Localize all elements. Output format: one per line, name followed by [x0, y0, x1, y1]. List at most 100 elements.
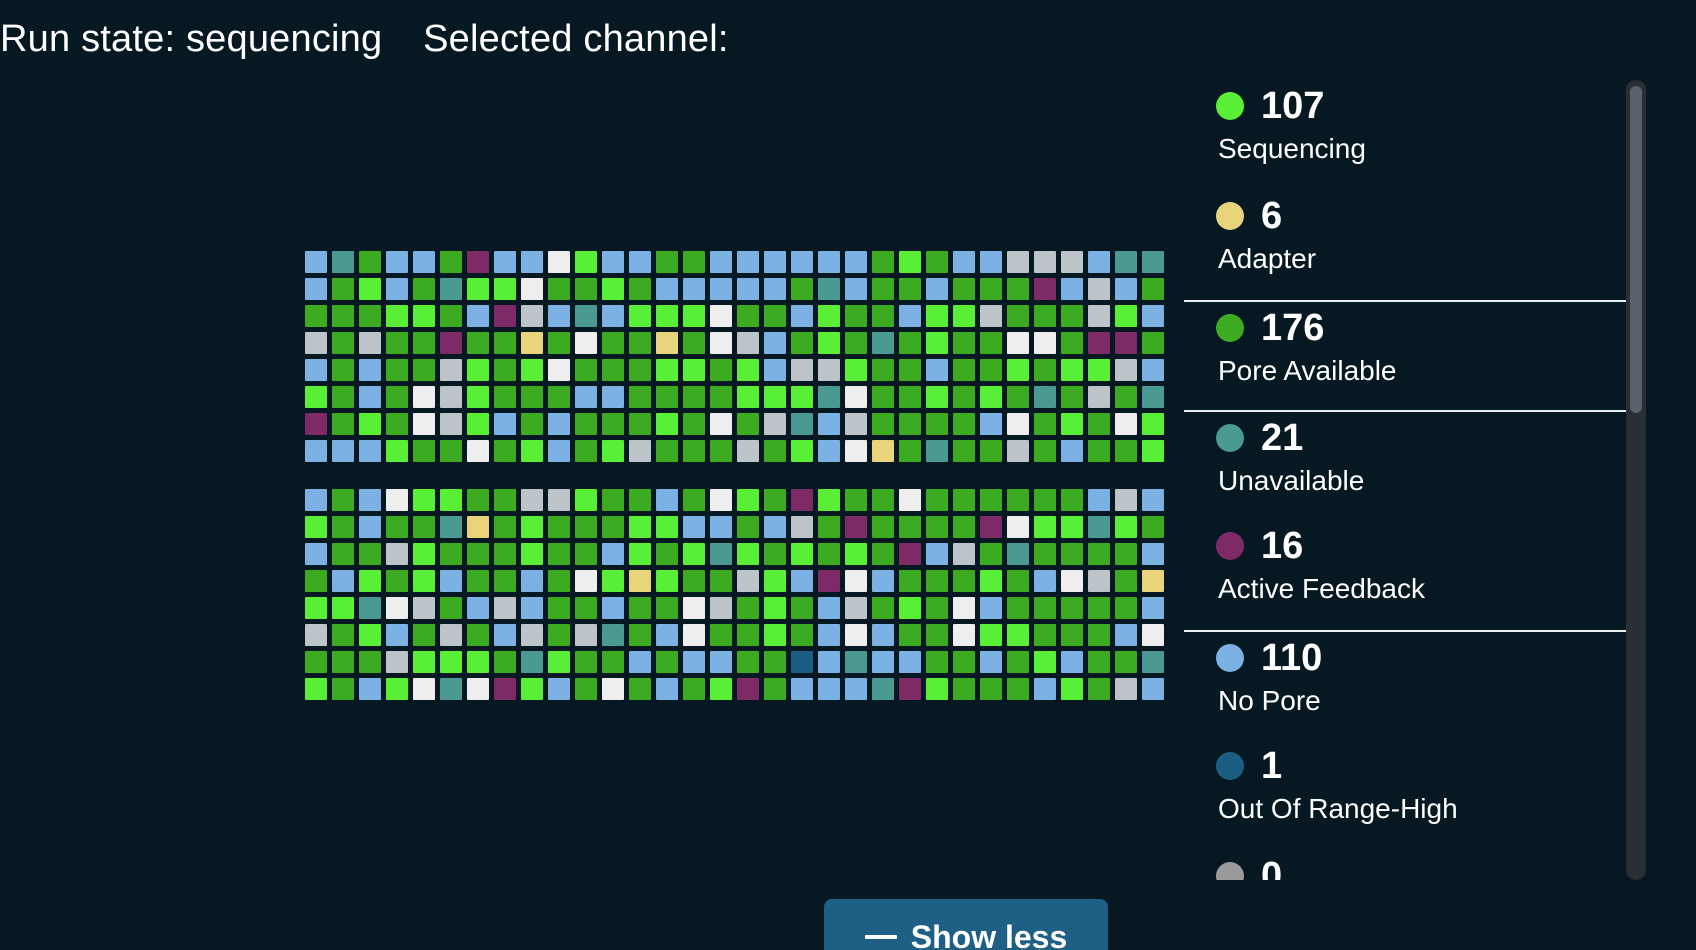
channel-cell[interactable] — [656, 597, 678, 619]
channel-cell[interactable] — [737, 305, 759, 327]
channel-cell[interactable] — [575, 516, 597, 538]
channel-cell[interactable] — [494, 543, 516, 565]
channel-cell[interactable] — [926, 359, 948, 381]
channel-cell[interactable] — [980, 440, 1002, 462]
channel-cell[interactable] — [953, 413, 975, 435]
channel-cell[interactable] — [791, 516, 813, 538]
channel-cell[interactable] — [818, 624, 840, 646]
channel-cell[interactable] — [1115, 413, 1137, 435]
channel-cell[interactable] — [953, 489, 975, 511]
channel-cell[interactable] — [305, 570, 327, 592]
channel-cell[interactable] — [1088, 543, 1110, 565]
channel-cell[interactable] — [575, 413, 597, 435]
channel-cell[interactable] — [683, 570, 705, 592]
channel-cell[interactable] — [440, 386, 462, 408]
channel-cell[interactable] — [899, 597, 921, 619]
channel-cell[interactable] — [683, 413, 705, 435]
channel-cell[interactable] — [494, 678, 516, 700]
channel-cell[interactable] — [467, 332, 489, 354]
channel-cell[interactable] — [737, 440, 759, 462]
channel-cell[interactable] — [764, 440, 786, 462]
channel-cell[interactable] — [737, 516, 759, 538]
channel-cell[interactable] — [980, 332, 1002, 354]
channel-cell[interactable] — [980, 543, 1002, 565]
channel-cell[interactable] — [1142, 489, 1164, 511]
channel-cell[interactable] — [521, 278, 543, 300]
channel-cell[interactable] — [1088, 651, 1110, 673]
channel-cell[interactable] — [791, 278, 813, 300]
channel-cell[interactable] — [1088, 440, 1110, 462]
channel-cell[interactable] — [845, 678, 867, 700]
channel-cell[interactable] — [845, 570, 867, 592]
channel-cell[interactable] — [1142, 570, 1164, 592]
channel-cell[interactable] — [1034, 359, 1056, 381]
channel-cell[interactable] — [818, 489, 840, 511]
channel-cell[interactable] — [575, 359, 597, 381]
channel-cell[interactable] — [791, 597, 813, 619]
channel-cell[interactable] — [818, 597, 840, 619]
channel-cell[interactable] — [764, 359, 786, 381]
channel-cell[interactable] — [926, 386, 948, 408]
channel-cell[interactable] — [629, 359, 651, 381]
channel-cell[interactable] — [359, 543, 381, 565]
channel-cell[interactable] — [710, 651, 732, 673]
channel-cell[interactable] — [710, 386, 732, 408]
channel-cell[interactable] — [602, 251, 624, 273]
channel-cell[interactable] — [710, 413, 732, 435]
channel-cell[interactable] — [926, 597, 948, 619]
channel-cell[interactable] — [629, 413, 651, 435]
channel-cell[interactable] — [413, 386, 435, 408]
channel-cell[interactable] — [683, 359, 705, 381]
channel-cell[interactable] — [899, 516, 921, 538]
channel-cell[interactable] — [980, 305, 1002, 327]
channel-cell[interactable] — [899, 489, 921, 511]
channel-cell[interactable] — [737, 251, 759, 273]
channel-cell[interactable] — [494, 386, 516, 408]
channel-cell[interactable] — [629, 489, 651, 511]
channel-cell[interactable] — [656, 516, 678, 538]
channel-cell[interactable] — [818, 440, 840, 462]
channel-cell[interactable] — [467, 570, 489, 592]
channel-cell[interactable] — [953, 332, 975, 354]
channel-cell[interactable] — [494, 305, 516, 327]
channel-cell[interactable] — [386, 543, 408, 565]
channel-cell[interactable] — [521, 332, 543, 354]
channel-cell[interactable] — [1142, 516, 1164, 538]
channel-cell[interactable] — [1142, 678, 1164, 700]
channel-cell[interactable] — [737, 332, 759, 354]
channel-cell[interactable] — [1034, 386, 1056, 408]
channel-cell[interactable] — [1061, 516, 1083, 538]
channel-cell[interactable] — [899, 651, 921, 673]
channel-cell[interactable] — [818, 413, 840, 435]
channel-cell[interactable] — [440, 597, 462, 619]
channel-cell[interactable] — [521, 678, 543, 700]
channel-cell[interactable] — [548, 489, 570, 511]
channel-cell[interactable] — [1007, 440, 1029, 462]
channel-cell[interactable] — [818, 516, 840, 538]
channel-cell[interactable] — [467, 359, 489, 381]
channel-cell[interactable] — [1115, 305, 1137, 327]
channel-cell[interactable] — [926, 570, 948, 592]
channel-cell[interactable] — [710, 489, 732, 511]
channel-cell[interactable] — [494, 570, 516, 592]
channel-cell[interactable] — [791, 359, 813, 381]
channel-cell[interactable] — [386, 278, 408, 300]
channel-cell[interactable] — [359, 332, 381, 354]
channel-cell[interactable] — [1061, 543, 1083, 565]
channel-cell[interactable] — [575, 543, 597, 565]
channel-cell[interactable] — [440, 278, 462, 300]
channel-cell[interactable] — [1061, 570, 1083, 592]
channel-cell[interactable] — [305, 359, 327, 381]
channel-cell[interactable] — [467, 440, 489, 462]
channel-cell[interactable] — [521, 651, 543, 673]
channel-cell[interactable] — [332, 359, 354, 381]
channel-cell[interactable] — [548, 305, 570, 327]
channel-cell[interactable] — [413, 597, 435, 619]
channel-cell[interactable] — [440, 678, 462, 700]
channel-cell[interactable] — [629, 305, 651, 327]
channel-cell[interactable] — [467, 278, 489, 300]
channel-cell[interactable] — [710, 570, 732, 592]
channel-cell[interactable] — [926, 651, 948, 673]
channel-cell[interactable] — [305, 305, 327, 327]
channel-cell[interactable] — [602, 597, 624, 619]
